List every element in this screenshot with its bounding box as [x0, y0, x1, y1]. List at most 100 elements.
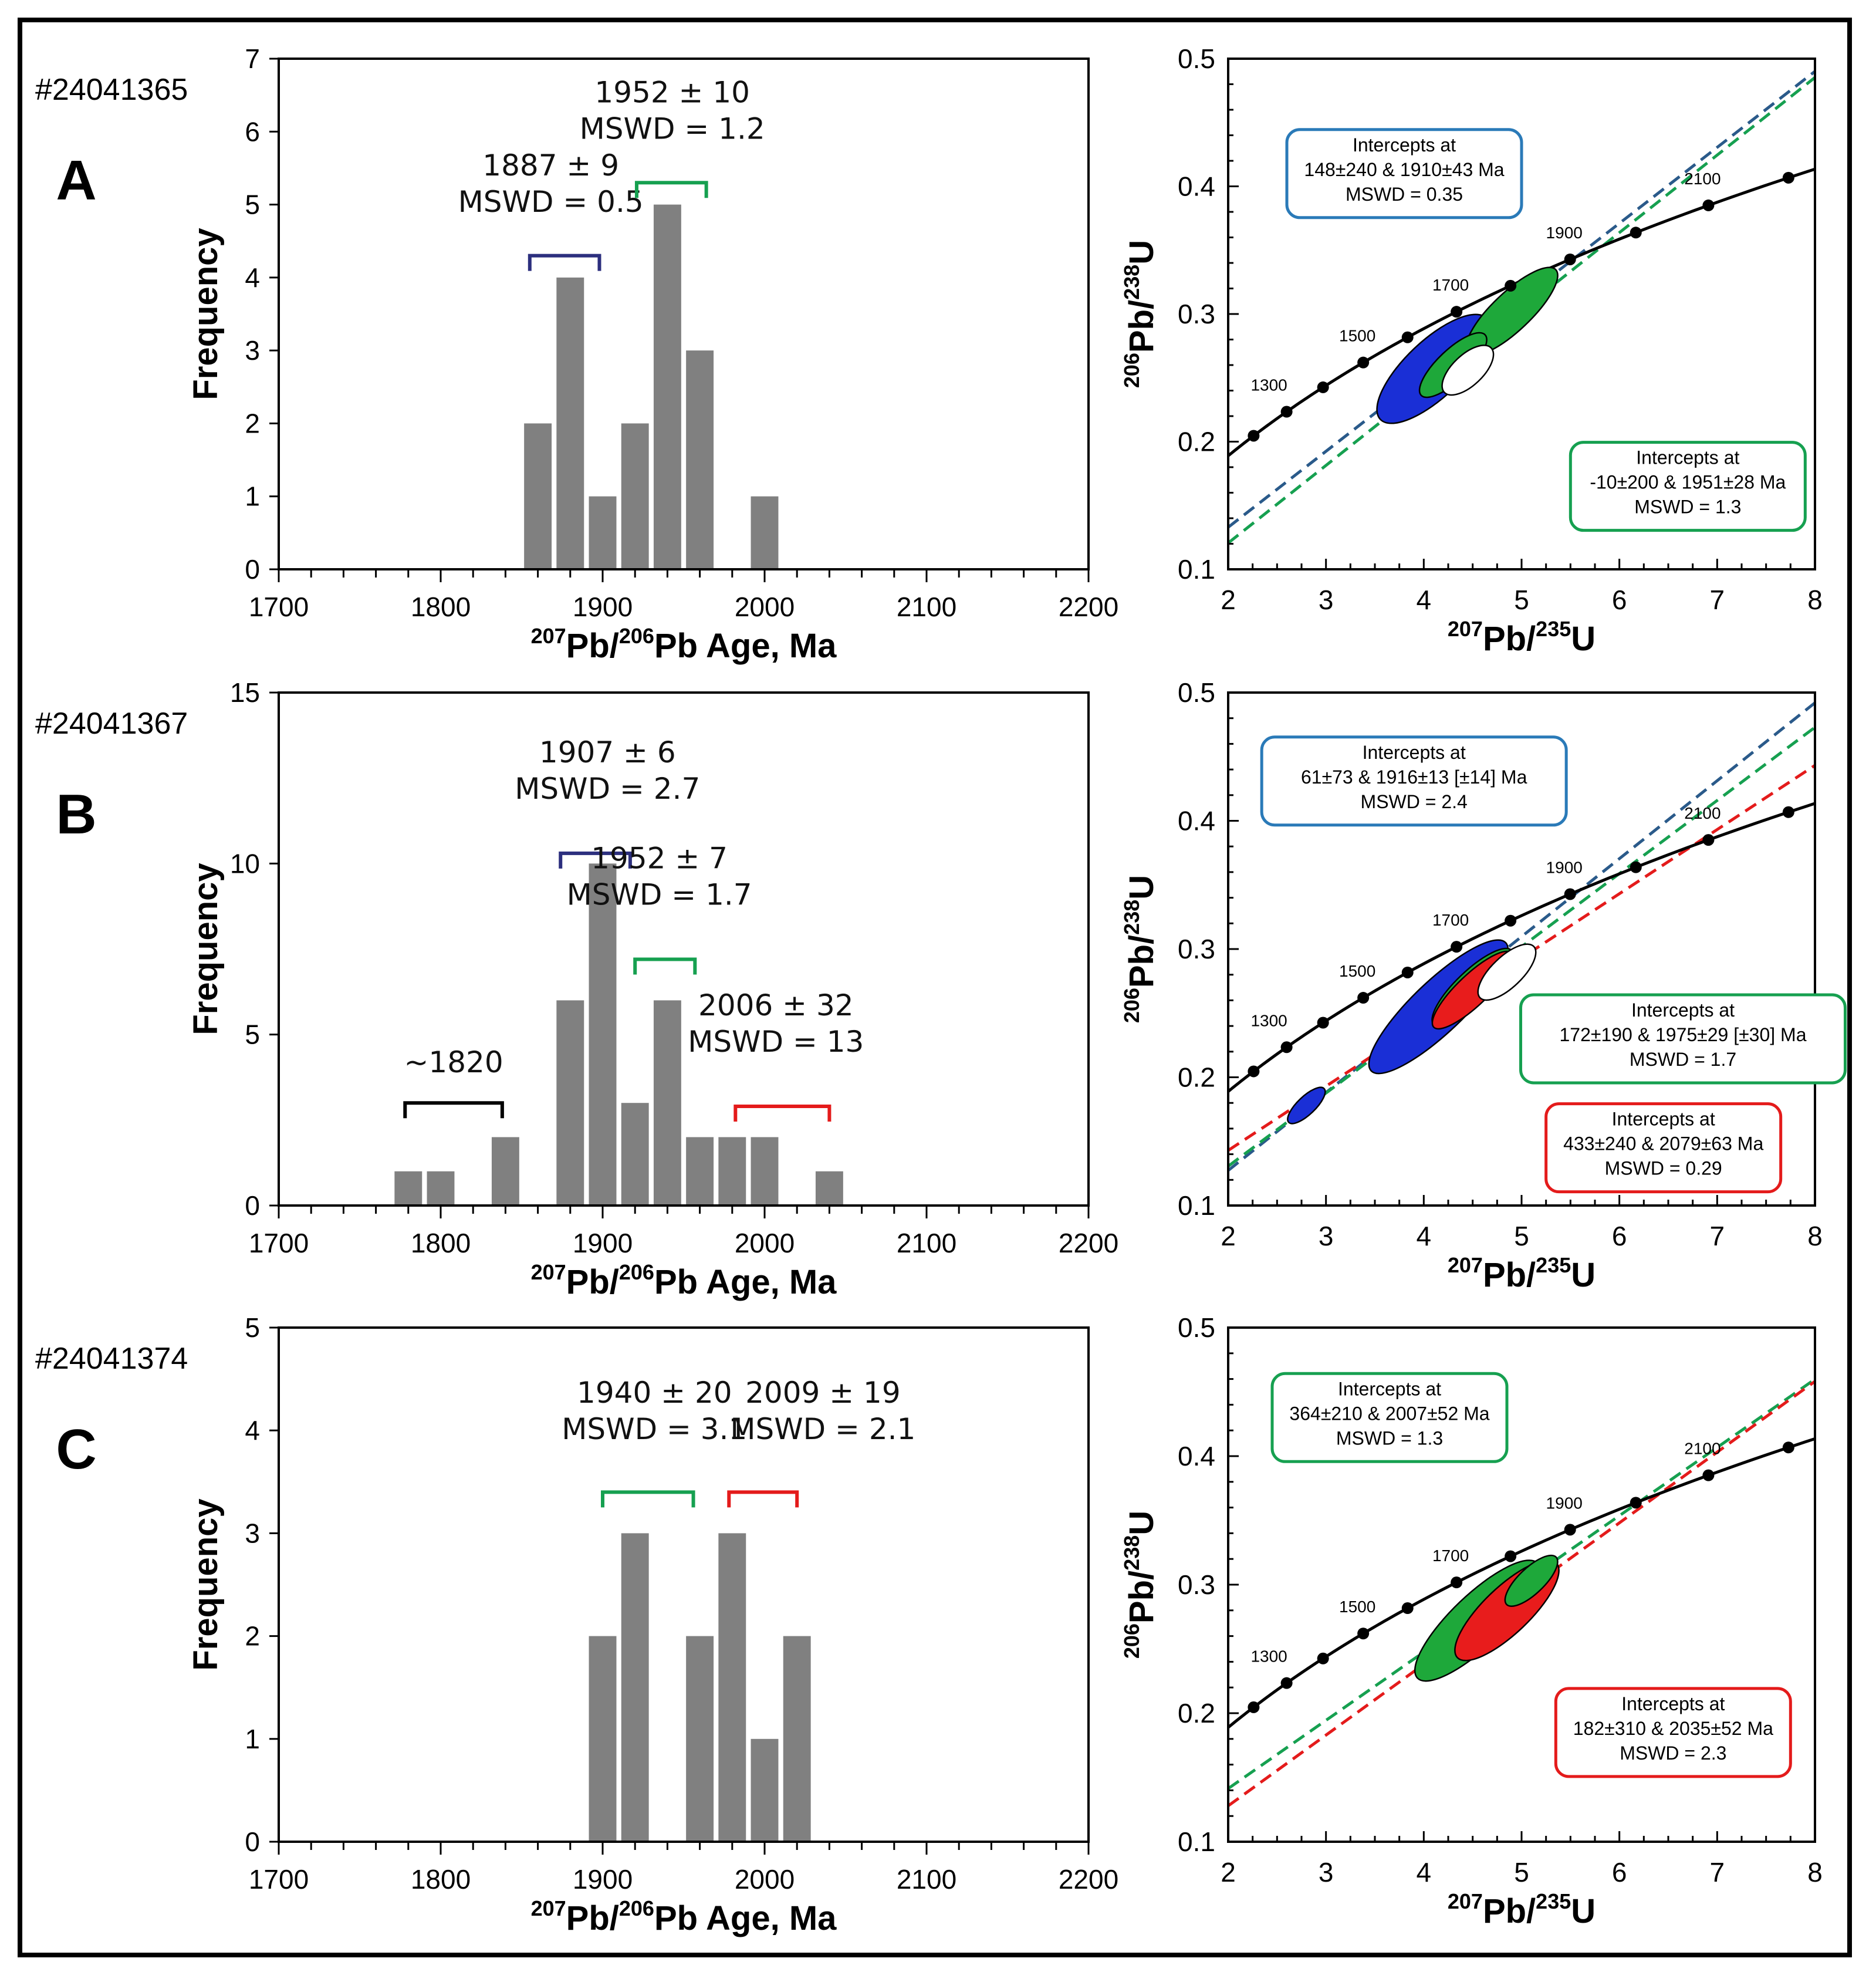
age-marker — [1630, 227, 1642, 239]
mswd-label: MSWD = 1.7 — [567, 877, 752, 911]
x-axis-label: 207Pb/235U — [1448, 1889, 1596, 1930]
x-tick-label: 2200 — [1059, 592, 1118, 622]
x-tick-label: 5 — [1514, 1221, 1529, 1251]
label-superscript: 238 — [1120, 900, 1144, 935]
y-tick-label: 1 — [245, 481, 260, 512]
x-tick-label: 3 — [1319, 585, 1334, 615]
histogram-bar — [491, 1137, 519, 1206]
y-tick-label: 0 — [245, 554, 260, 585]
age-marker — [1280, 1677, 1293, 1689]
x-tick-label: 6 — [1612, 1857, 1627, 1888]
y-tick-label: 3 — [245, 1518, 260, 1548]
intercept-box — [1554, 1687, 1792, 1778]
histogram-bar — [589, 1636, 617, 1842]
x-axis-label: 207Pb/235U — [1448, 1253, 1596, 1294]
x-axis-label: 207Pb/206Pb Age, Ma — [531, 1260, 837, 1301]
x-tick-label: 5 — [1514, 1857, 1529, 1888]
y-axis-label: 206Pb/238U — [1120, 240, 1161, 388]
label-superscript: 206 — [1120, 988, 1144, 1023]
age-marker — [1248, 1065, 1260, 1078]
age-marker — [1505, 914, 1517, 927]
sample-id: #24041365 — [35, 73, 188, 107]
y-tick-label: 4 — [245, 262, 260, 293]
y-tick-label: 2 — [245, 408, 260, 438]
concordia-curve — [1228, 1437, 1815, 1730]
concordia-age-label: 1900 — [1546, 859, 1583, 877]
plot-area — [1228, 701, 1815, 1172]
age-marker — [1702, 199, 1715, 211]
histogram-bar — [589, 863, 617, 1206]
histogram-panel-C: C #24041374 1700 1800 1900 2000 2100 2200 0 1 2 3 4 5… — [35, 1312, 1118, 1937]
y-tick-label: 0.4 — [1178, 1441, 1215, 1471]
intercept-text: 61±73 & 1916±13 [±14] Ma — [1301, 767, 1527, 788]
x-tick-label: 1900 — [573, 592, 633, 622]
age-bracket — [734, 1105, 831, 1122]
y-tick-label: 0.4 — [1178, 171, 1215, 202]
label-superscript: 206 — [619, 1896, 654, 1920]
label-superscript: 235 — [1536, 1253, 1571, 1277]
x-tick-label: 1700 — [249, 1864, 309, 1895]
y-tick-label: 7 — [245, 43, 260, 74]
age-marker — [1248, 1701, 1260, 1713]
panel-letter: A — [56, 149, 96, 212]
histogram-bar — [589, 496, 617, 569]
age-label: 1887 ± 9 — [482, 148, 619, 183]
y-axis-label: Frequency — [187, 863, 225, 1035]
x-tick-label: 3 — [1319, 1221, 1334, 1251]
age-marker — [1451, 941, 1463, 953]
histogram-bar — [621, 423, 649, 569]
plot-frame — [278, 691, 1090, 1207]
y-tick-label: 0.4 — [1178, 806, 1215, 836]
age-label: 2009 ± 19 — [745, 1376, 901, 1410]
intercept-text: 364±210 & 2007±52 Ma — [1289, 1403, 1489, 1424]
label-text: Pb/ — [566, 1899, 619, 1937]
x-tick-label: 2000 — [735, 592, 795, 622]
age-bracket — [403, 1101, 504, 1119]
age-bracket — [634, 181, 708, 198]
label-superscript: 207 — [1448, 617, 1483, 641]
age-marker — [1357, 356, 1370, 369]
sample-id: #24041374 — [35, 1342, 188, 1376]
y-tick-label: 6 — [245, 116, 260, 147]
histogram-bar — [556, 277, 584, 569]
y-tick-label: 0.5 — [1178, 677, 1215, 708]
sample-id: #24041367 — [35, 707, 188, 741]
mswd-label: MSWD = 2.1 — [730, 1412, 915, 1446]
x-tick-label: 5 — [1514, 585, 1529, 615]
intercept-text: 433±240 & 2079±63 Ma — [1563, 1133, 1763, 1154]
age-marker — [1630, 1497, 1642, 1509]
age-marker — [1317, 1017, 1329, 1029]
histogram-bar — [394, 1171, 422, 1206]
age-marker — [1702, 834, 1715, 846]
intercept-text: MSWD = 1.7 — [1630, 1049, 1736, 1070]
mswd-label: MSWD = 1.2 — [580, 112, 765, 146]
age-label: 1952 ± 7 — [591, 841, 728, 875]
age-marker — [1451, 1576, 1463, 1589]
histogram-bar — [653, 204, 681, 570]
figure-frame — [18, 18, 1852, 1957]
x-axis-label: 207Pb/206Pb Age, Ma — [531, 1896, 837, 1937]
y-tick-label: 15 — [230, 677, 260, 708]
age-bracket — [559, 851, 632, 869]
age-marker — [1782, 1441, 1794, 1454]
label-superscript: 207 — [531, 1896, 566, 1920]
age-marker — [1630, 861, 1642, 873]
histogram-bar — [718, 1137, 746, 1206]
label-text: Pb Age, Ma — [654, 627, 837, 665]
histogram-bar — [524, 423, 552, 569]
age-marker — [1401, 966, 1414, 978]
y-tick-label: 0.3 — [1178, 299, 1215, 329]
y-tick-label: 5 — [245, 1312, 260, 1343]
concordia-age-label: 1900 — [1546, 1494, 1583, 1512]
y-tick-label: 0.1 — [1178, 1826, 1215, 1857]
panel-letter: B — [56, 783, 96, 846]
intercept-text: MSWD = 0.29 — [1605, 1158, 1722, 1179]
x-tick-label: 1800 — [411, 1228, 471, 1258]
discordia-line — [1228, 76, 1815, 545]
label-text: U — [1123, 240, 1161, 265]
y-tick-label: 3 — [245, 335, 260, 366]
histogram-bar — [815, 1171, 843, 1206]
y-tick-label: 0 — [245, 1826, 260, 1857]
y-tick-label: 10 — [230, 848, 260, 879]
concordia-age-label: 1500 — [1339, 1598, 1375, 1616]
